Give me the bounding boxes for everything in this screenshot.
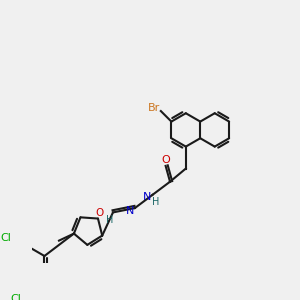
Text: Cl: Cl <box>11 294 21 300</box>
Text: N: N <box>126 206 135 216</box>
Text: N: N <box>143 192 152 202</box>
Text: H: H <box>106 215 113 225</box>
Text: Br: Br <box>148 103 160 113</box>
Text: H: H <box>152 197 160 207</box>
Text: O: O <box>96 208 104 218</box>
Text: O: O <box>161 155 170 165</box>
Text: Cl: Cl <box>1 232 11 242</box>
